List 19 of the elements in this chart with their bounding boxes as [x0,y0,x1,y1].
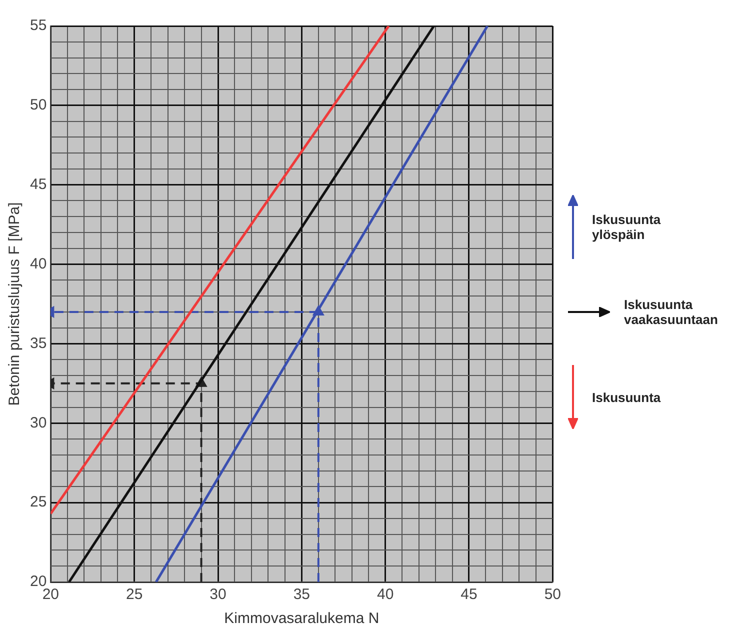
y-tick-label: 50 [30,96,47,114]
y-tick-label: 45 [30,176,47,193]
x-tick-label: 50 [544,586,561,604]
x-tick-label: 30 [210,586,226,604]
x-tick-label: 35 [293,586,310,604]
x-tick-label: 45 [460,586,478,604]
x-tick-label: 25 [126,586,143,604]
x-tick-label: 40 [376,586,394,604]
y-tick-label: 25 [30,494,47,511]
y-tick-label: 35 [30,334,47,352]
y-tick-label: 55 [30,17,47,34]
y-axis-title: Betonin puristuslujuus F [MPa] [6,202,24,406]
y-tick-label: 40 [30,255,47,272]
x-tick-label: 20 [42,586,60,604]
legend-label: Iskusuunta vaakasuuntaan [624,297,719,327]
text: Iskusuunta ylöspäin [592,212,662,242]
text: Iskusuunta [592,390,661,404]
x-axis-title: Kimmovasaralukema N [224,610,380,628]
y-tick-label: 30 [30,414,47,432]
